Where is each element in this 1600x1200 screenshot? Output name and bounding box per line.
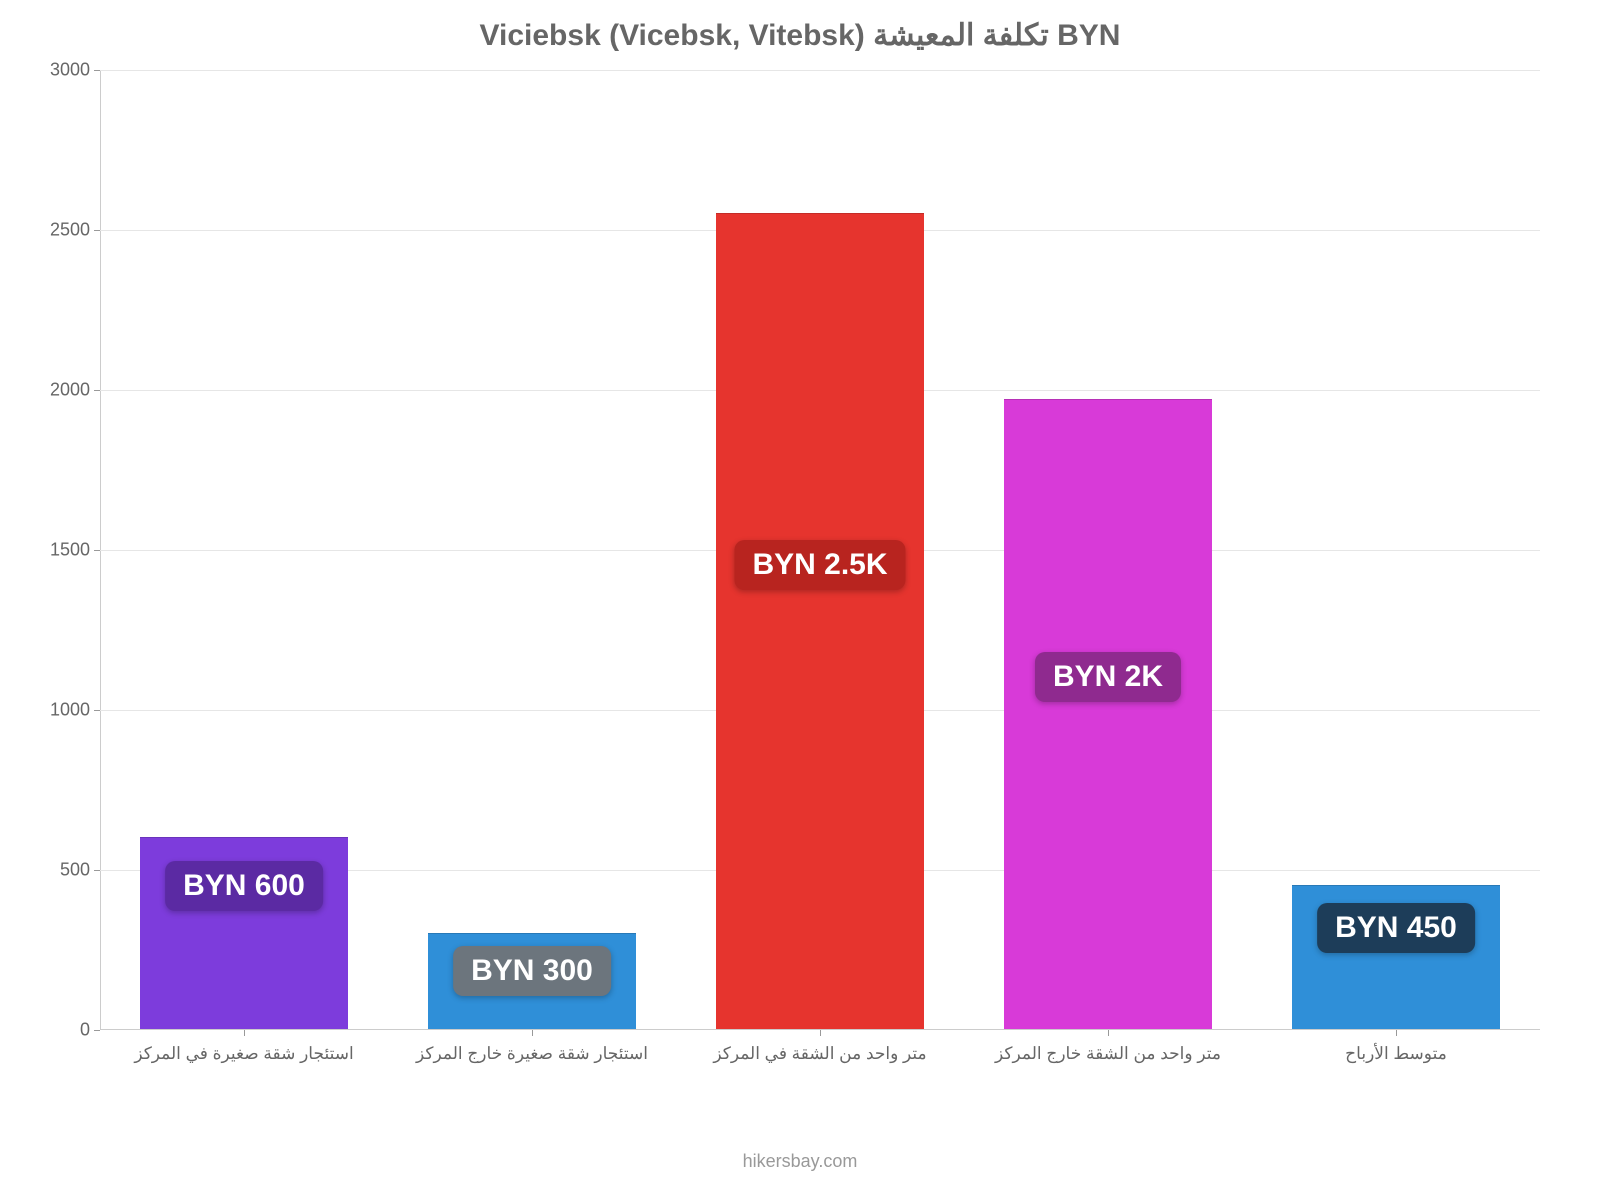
y-tick-label: 3000: [10, 60, 90, 81]
gridline: [100, 70, 1540, 71]
y-tick-label: 0: [10, 1020, 90, 1041]
x-tick-label: استئجار شقة صغيرة في المركز: [134, 1044, 353, 1064]
chart-container: Viciebsk (Vicebsk, Vitebsk) تكلفة المعيش…: [0, 0, 1600, 1200]
y-tick-mark: [94, 550, 100, 551]
y-tick-mark: [94, 70, 100, 71]
y-tick-label: 500: [10, 860, 90, 881]
value-badge: BYN 600: [165, 861, 323, 911]
x-tick-label: استئجار شقة صغيرة خارج المركز: [416, 1044, 648, 1064]
x-tick-mark: [1108, 1030, 1109, 1036]
y-tick-label: 2500: [10, 220, 90, 241]
x-tick-mark: [532, 1030, 533, 1036]
x-tick-label: متر واحد من الشقة في المركز: [713, 1044, 926, 1064]
chart-title: Viciebsk (Vicebsk, Vitebsk) تكلفة المعيش…: [0, 18, 1600, 53]
x-tick-label: متوسط الأرباح: [1345, 1044, 1447, 1064]
y-tick-label: 2000: [10, 380, 90, 401]
x-tick-mark: [244, 1030, 245, 1036]
y-tick-mark: [94, 1030, 100, 1031]
y-tick-label: 1000: [10, 700, 90, 721]
bar: [1004, 399, 1211, 1029]
chart-footer: hikersbay.com: [0, 1151, 1600, 1172]
value-badge: BYN 2K: [1035, 652, 1181, 702]
y-tick-mark: [94, 230, 100, 231]
y-tick-mark: [94, 710, 100, 711]
y-tick-mark: [94, 870, 100, 871]
value-badge: BYN 300: [453, 946, 611, 996]
x-tick-mark: [1396, 1030, 1397, 1036]
y-tick-label: 1500: [10, 540, 90, 561]
bar: [716, 213, 923, 1029]
x-tick-label: متر واحد من الشقة خارج المركز: [995, 1044, 1221, 1064]
value-badge: BYN 2.5K: [734, 540, 905, 590]
y-tick-mark: [94, 390, 100, 391]
x-tick-mark: [820, 1030, 821, 1036]
value-badge: BYN 450: [1317, 903, 1475, 953]
